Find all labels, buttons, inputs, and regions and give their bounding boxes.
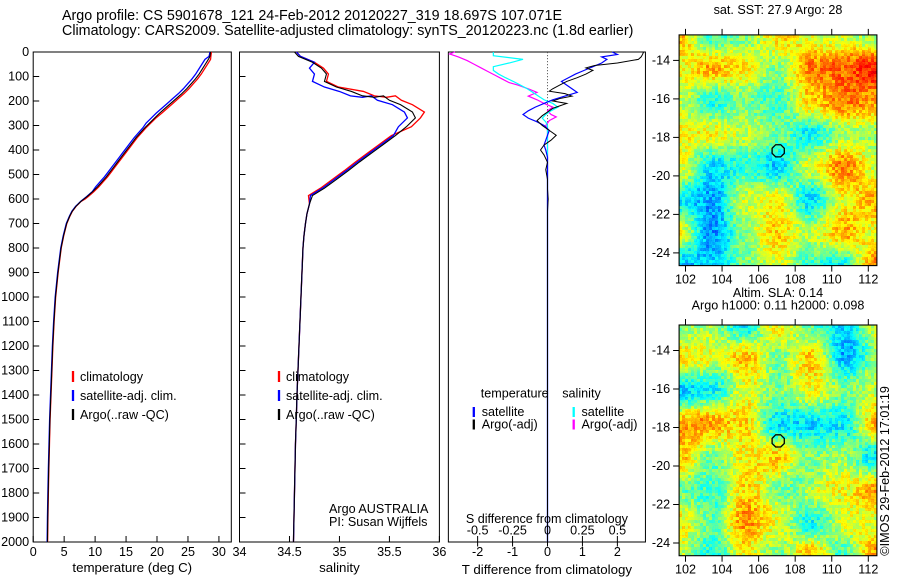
svg-text:1: 1 <box>579 545 586 559</box>
svg-text:Argo h1000: 0.11 h2000: 0.098: Argo h1000: 0.11 h2000: 0.098 <box>692 298 865 312</box>
svg-text:1300: 1300 <box>1 364 29 378</box>
svg-text:300: 300 <box>8 119 29 133</box>
svg-text:10: 10 <box>88 545 102 559</box>
svg-text:Argo(..raw -QC): Argo(..raw -QC) <box>80 408 169 422</box>
svg-text:Argo(-adj): Argo(-adj) <box>482 418 538 432</box>
svg-text:-0.25: -0.25 <box>498 524 527 538</box>
svg-text:2000: 2000 <box>1 535 29 549</box>
svg-text:100: 100 <box>8 70 29 84</box>
svg-text:104: 104 <box>712 563 733 577</box>
svg-text:-18: -18 <box>652 421 670 435</box>
svg-text:104: 104 <box>712 273 733 287</box>
svg-text:temperature: temperature <box>481 387 549 401</box>
svg-text:satellite-adj. clim.: satellite-adj. clim. <box>80 389 177 403</box>
svg-text:200: 200 <box>8 94 29 108</box>
svg-text:102: 102 <box>675 563 696 577</box>
svg-text:-20: -20 <box>652 169 670 183</box>
svg-text:-24: -24 <box>652 536 670 550</box>
svg-text:500: 500 <box>8 168 29 182</box>
svg-text:25: 25 <box>181 545 195 559</box>
svg-text:15: 15 <box>119 545 133 559</box>
svg-text:satellite-adj. clim.: satellite-adj. clim. <box>286 389 383 403</box>
svg-text:800: 800 <box>8 241 29 255</box>
svg-text:salinity: salinity <box>562 387 601 401</box>
svg-text:1900: 1900 <box>1 511 29 525</box>
svg-text:0.5: 0.5 <box>609 524 627 538</box>
svg-text:0.25: 0.25 <box>570 524 595 538</box>
svg-text:600: 600 <box>8 192 29 206</box>
svg-text:112: 112 <box>858 273 878 287</box>
svg-text:-16: -16 <box>652 382 670 396</box>
svg-text:PI: Susan Wijffels: PI: Susan Wijffels <box>329 515 427 529</box>
svg-text:35.5: 35.5 <box>377 545 402 559</box>
svg-text:1400: 1400 <box>1 388 29 402</box>
svg-text:climatology: climatology <box>80 370 144 384</box>
svg-text:900: 900 <box>8 266 29 280</box>
svg-text:5: 5 <box>61 545 68 559</box>
svg-text:2: 2 <box>614 545 621 559</box>
svg-text:©IMOS 29-Feb-2012 17:01:19: ©IMOS 29-Feb-2012 17:01:19 <box>878 386 892 556</box>
svg-text:0: 0 <box>544 545 551 559</box>
svg-text:34: 34 <box>232 545 246 559</box>
svg-text:400: 400 <box>8 143 29 157</box>
svg-text:102: 102 <box>675 273 696 287</box>
svg-text:1600: 1600 <box>1 437 29 451</box>
svg-text:-24: -24 <box>652 246 670 260</box>
svg-text:salinity: salinity <box>319 560 360 575</box>
svg-text:0: 0 <box>22 45 29 59</box>
svg-text:-0.5: -0.5 <box>467 524 489 538</box>
svg-text:108: 108 <box>785 563 806 577</box>
svg-text:700: 700 <box>8 217 29 231</box>
svg-text:temperature (deg C): temperature (deg C) <box>72 560 192 575</box>
svg-text:T difference from climatology: T difference from climatology <box>462 562 633 577</box>
svg-text:110: 110 <box>822 563 842 577</box>
svg-text:climatology: climatology <box>286 370 350 384</box>
svg-text:35: 35 <box>332 545 346 559</box>
svg-text:Argo(..raw -QC): Argo(..raw -QC) <box>286 408 375 422</box>
svg-text:112: 112 <box>858 563 878 577</box>
svg-text:110: 110 <box>822 273 842 287</box>
svg-text:108: 108 <box>785 273 806 287</box>
svg-text:-1: -1 <box>507 545 518 559</box>
svg-text:1100: 1100 <box>2 315 29 329</box>
svg-text:36: 36 <box>432 545 446 559</box>
svg-text:sat. SST: 27.9 Argo: 28: sat. SST: 27.9 Argo: 28 <box>714 3 843 17</box>
svg-text:-22: -22 <box>652 207 670 221</box>
svg-text:-14: -14 <box>652 344 670 358</box>
svg-text:0: 0 <box>30 545 37 559</box>
svg-text:106: 106 <box>748 563 769 577</box>
svg-text:Argo(-adj): Argo(-adj) <box>582 418 638 432</box>
svg-text:-22: -22 <box>652 498 670 512</box>
svg-text:1800: 1800 <box>1 486 29 500</box>
svg-text:-14: -14 <box>652 53 670 67</box>
svg-text:106: 106 <box>748 273 769 287</box>
svg-text:20: 20 <box>150 545 164 559</box>
svg-text:1200: 1200 <box>1 339 29 353</box>
svg-text:1700: 1700 <box>1 462 29 476</box>
svg-text:-20: -20 <box>652 459 670 473</box>
svg-text:34.5: 34.5 <box>277 545 302 559</box>
svg-text:30: 30 <box>212 545 226 559</box>
svg-text:-2: -2 <box>472 545 483 559</box>
svg-text:Argo AUSTRALIA: Argo AUSTRALIA <box>329 502 429 516</box>
svg-text:-18: -18 <box>652 130 670 144</box>
svg-text:-16: -16 <box>652 92 670 106</box>
svg-text:1000: 1000 <box>1 290 29 304</box>
svg-text:1500: 1500 <box>1 413 29 427</box>
